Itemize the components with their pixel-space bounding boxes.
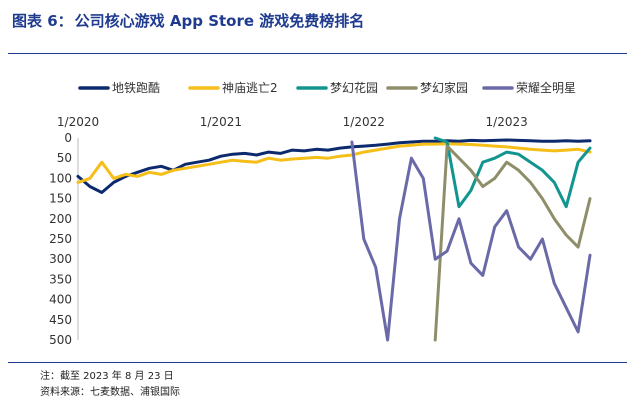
y-tick-label: 450 — [49, 313, 72, 327]
series-line — [433, 136, 592, 209]
figure-label: 图表 6： — [12, 12, 73, 30]
y-tick-label: 300 — [49, 252, 72, 266]
footer-divider — [8, 362, 627, 363]
source-note: 资料来源：七麦数据、浦银国际 — [40, 387, 180, 398]
footnote: 注：截至 2023 年 8 月 23 日 — [40, 371, 174, 382]
y-tick-label: 500 — [49, 333, 72, 347]
x-tick-label: 1/2022 — [343, 115, 385, 129]
y-tick-label: 350 — [49, 272, 72, 286]
title-divider — [8, 53, 627, 54]
series-line — [350, 140, 592, 342]
figure-title: 图表 6： 公司核心游戏 App Store 游戏免费榜排名 — [12, 10, 364, 31]
y-tick-label: 250 — [49, 232, 72, 246]
y-tick-label: 100 — [49, 171, 72, 185]
legend-label: 梦幻家园 — [420, 80, 468, 95]
series-line — [76, 142, 592, 184]
y-tick-label: 200 — [49, 212, 72, 226]
y-tick-label: 50 — [57, 151, 72, 165]
y-tick-label: 400 — [49, 293, 72, 307]
legend-label: 荣耀全明星 — [516, 80, 576, 95]
legend-label: 神庙逃亡2 — [222, 81, 278, 95]
x-tick-label: 1/2023 — [486, 115, 528, 129]
legend-label: 梦幻花园 — [330, 80, 378, 95]
y-tick-label: 150 — [49, 192, 72, 206]
series-line — [433, 144, 592, 342]
y-tick-label: 0 — [64, 131, 72, 145]
series-line — [76, 138, 592, 194]
legend-label: 地铁跑酷 — [112, 81, 160, 95]
x-tick-label: 1/2020 — [57, 115, 99, 129]
x-tick-label: 1/2021 — [200, 115, 242, 129]
figure-title-text: 公司核心游戏 App Store 游戏免费榜排名 — [74, 12, 365, 30]
rank-chart: 地铁跑酷 神庙逃亡2 梦幻花园 梦幻家园 荣耀全明星 1/2020 1/2021 1/2022… — [49, 80, 592, 347]
